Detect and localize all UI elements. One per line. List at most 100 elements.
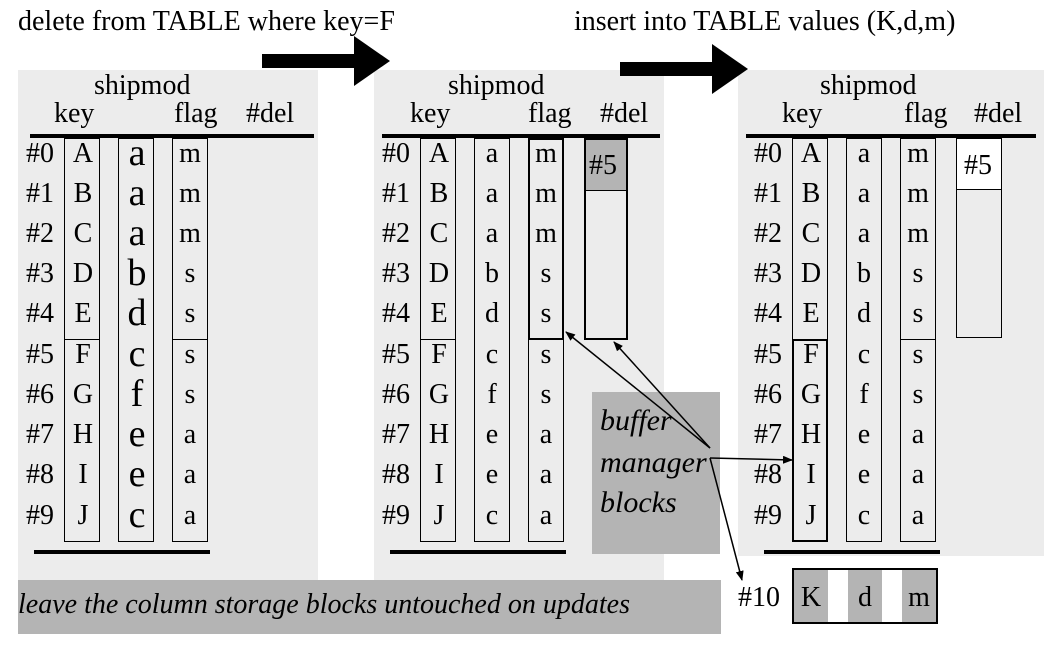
new-row-cell xyxy=(794,570,828,622)
row-label: #0 xyxy=(382,138,410,169)
row-label: #3 xyxy=(382,258,410,289)
key-cell: H xyxy=(800,419,822,450)
pointer-to-delete-list xyxy=(613,341,711,449)
flag-cell: s xyxy=(184,258,196,289)
key-cell: A xyxy=(800,138,822,169)
flag-cell: m xyxy=(907,218,929,249)
new-row-cell xyxy=(902,570,936,622)
key-cell: A xyxy=(72,138,94,169)
value-column-block xyxy=(846,138,882,542)
row-label: #2 xyxy=(26,218,54,249)
column-header-del: #del xyxy=(600,98,649,129)
value-cell: a xyxy=(857,138,871,169)
row-label: #4 xyxy=(26,298,54,329)
deleted-entry-cell xyxy=(586,140,626,191)
deleted-entry: #5 xyxy=(964,150,992,181)
flag-cell: s xyxy=(912,379,924,410)
deleted-entry: #5 xyxy=(589,150,617,181)
key-cell: C xyxy=(73,218,93,249)
flag-cell: a xyxy=(183,500,197,531)
key-cell: E xyxy=(430,298,448,329)
key-cell: F xyxy=(431,339,447,370)
value-cell: e xyxy=(128,413,146,455)
value-cell: b xyxy=(127,252,147,294)
key-cell: J xyxy=(805,500,817,531)
value-cell: a xyxy=(128,172,146,214)
block-divider xyxy=(64,339,100,340)
value-cell: d xyxy=(485,298,499,329)
new-row-value: m xyxy=(908,582,930,613)
header-rule xyxy=(30,134,314,138)
value-cell: c xyxy=(128,494,146,536)
new-row-value: K xyxy=(800,582,822,613)
transition-arrow-1 xyxy=(262,36,390,86)
flag-cell: s xyxy=(184,298,196,329)
row-label: #8 xyxy=(754,459,782,490)
header-rule xyxy=(382,134,660,138)
value-cell: b xyxy=(857,258,871,289)
flag-cell: a xyxy=(911,500,925,531)
table-title: shipmod xyxy=(820,70,917,101)
flag-cell: a xyxy=(183,459,197,490)
row-label: #9 xyxy=(26,500,54,531)
flag-cell: a xyxy=(539,419,553,450)
value-cell: a xyxy=(128,132,146,174)
new-row-value: d xyxy=(858,582,872,613)
value-cell: a xyxy=(485,138,499,169)
flag-cell: s xyxy=(184,339,196,370)
value-cell: c xyxy=(485,339,499,370)
flag-cell: m xyxy=(535,138,557,169)
column-header-del: #del xyxy=(974,98,1023,129)
value-cell: f xyxy=(130,373,144,415)
column-header-del: #del xyxy=(246,98,295,129)
flag-column-block xyxy=(528,339,564,542)
row-label: #6 xyxy=(26,379,54,410)
key-cell: D xyxy=(72,258,94,289)
row-label: #5 xyxy=(26,339,54,370)
stage-2-caption: insert into TABLE values (K,d,m) xyxy=(574,6,956,37)
row-label: #9 xyxy=(382,500,410,531)
key-cell: H xyxy=(428,419,450,450)
flag-cell: m xyxy=(535,178,557,209)
value-column-block xyxy=(474,138,510,542)
table-title: shipmod xyxy=(94,70,191,101)
key-column-buffer-block xyxy=(792,339,828,542)
flag-cell: m xyxy=(535,218,557,249)
flag-cell: a xyxy=(911,419,925,450)
pointer-to-new-row xyxy=(709,457,744,581)
value-cell: a xyxy=(857,218,871,249)
row-label: #6 xyxy=(382,379,410,410)
buffer-label-3: blocks xyxy=(600,486,677,519)
new-row-label: #10 xyxy=(738,582,780,613)
row-label: #1 xyxy=(382,178,410,209)
value-cell: a xyxy=(857,178,871,209)
value-cell: f xyxy=(859,379,869,410)
key-cell: I xyxy=(434,459,444,490)
value-cell: e xyxy=(485,459,499,490)
value-cell: a xyxy=(485,218,499,249)
buffer-manager-callout xyxy=(592,392,720,554)
value-column-block xyxy=(118,138,154,542)
row-label: #2 xyxy=(382,218,410,249)
row-label: #1 xyxy=(26,178,54,209)
delete-list-block xyxy=(956,138,1002,338)
key-cell: F xyxy=(803,339,819,370)
key-cell: I xyxy=(806,459,816,490)
value-cell: e xyxy=(128,453,146,495)
row-label: #6 xyxy=(754,379,782,410)
row-label: #3 xyxy=(754,258,782,289)
row-label: #2 xyxy=(754,218,782,249)
value-cell: d xyxy=(857,298,871,329)
key-cell: A xyxy=(428,138,450,169)
value-cell: e xyxy=(485,419,499,450)
value-cell: c xyxy=(485,500,499,531)
flag-cell: s xyxy=(540,379,552,410)
new-row-cell xyxy=(848,570,882,622)
key-cell: F xyxy=(75,339,91,370)
key-cell: J xyxy=(77,500,89,531)
flag-cell: s xyxy=(540,339,552,370)
row-label: #0 xyxy=(754,138,782,169)
block-divider xyxy=(900,339,936,340)
flag-column-block xyxy=(900,138,936,542)
flag-column-block xyxy=(172,138,208,542)
